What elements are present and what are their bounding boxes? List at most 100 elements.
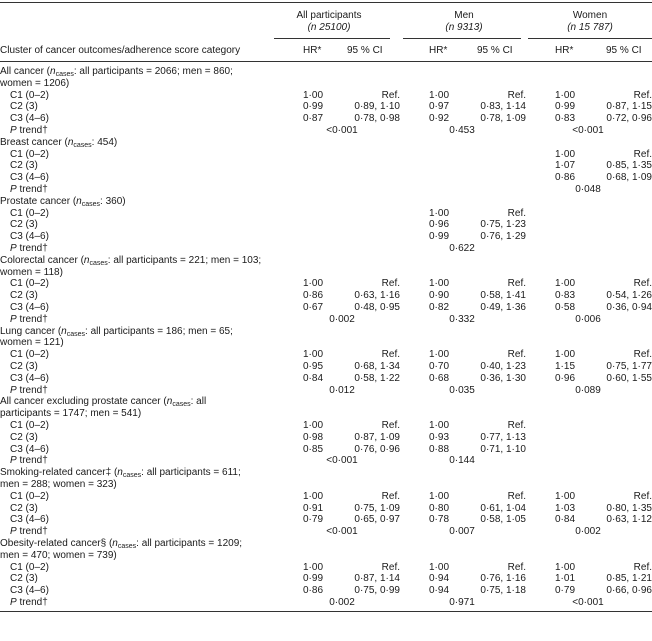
ci-value: 0·87, 1·15: [606, 101, 652, 113]
hr-value: 0·78: [429, 514, 450, 526]
section-title-line: Smoking-related cancer‡ (ncases: all par…: [0, 467, 241, 480]
ci-value: 0·75, 1·23: [480, 219, 526, 231]
ci-header-women: 95 % CI: [606, 45, 642, 56]
category-label: C2 (3): [10, 361, 38, 372]
ci-value: 0·36, 0·94: [606, 302, 652, 313]
ci-value: 0·63, 1·16: [354, 290, 400, 302]
hr-value: 0·91: [303, 502, 324, 514]
ptrend-value: 0·453: [449, 125, 475, 136]
hr-value: 0·99: [429, 231, 450, 243]
ci-value: 0·85, 1·35: [606, 160, 652, 172]
hr-header-women: HR*: [555, 45, 574, 56]
ci-value: 0·87, 1·09: [354, 431, 400, 443]
section-title-line: women = 121): [0, 337, 64, 349]
ci-value: Ref.: [507, 278, 526, 290]
ci-value: 0·63, 1·12: [606, 514, 652, 526]
ci-value: 0·71, 1·10: [480, 443, 526, 455]
ci-value: 0·77, 1·13: [480, 431, 526, 443]
hr-value: 0·99: [303, 573, 324, 585]
hr-value: 1·00: [429, 490, 450, 502]
ci-value: 0·60, 1·55: [606, 372, 652, 384]
ptrend-value: <0·001: [326, 125, 358, 136]
ci-value: Ref.: [633, 561, 652, 573]
ptrend-value: 0·089: [575, 384, 601, 396]
ci-value: Ref.: [507, 561, 526, 573]
ptrend-label: P trend†: [10, 125, 48, 136]
hr-value: 0·92: [429, 113, 450, 125]
ci-value: 0·65, 0·97: [354, 514, 400, 526]
hr-value: 1·00: [555, 561, 576, 573]
bottom-rule: [0, 610, 652, 612]
ptrend-value: 0·035: [449, 384, 475, 396]
category-label: C1 (0–2): [10, 278, 49, 290]
ptrend-label: P trend†: [10, 526, 48, 538]
hr-value: 0·86: [555, 172, 576, 184]
ptrend-value: <0·001: [326, 455, 358, 467]
hr-value: 0·79: [555, 585, 576, 597]
ptrend-value: <0·001: [326, 526, 358, 538]
hr-value: 0·94: [429, 585, 450, 597]
ci-value: Ref.: [381, 278, 400, 290]
ci-value: 0·75, 1·77: [606, 361, 652, 372]
group-men-n: (n 9313): [445, 22, 483, 33]
category-label: C3 (4–6): [10, 372, 49, 384]
ci-value: Ref.: [633, 148, 652, 160]
ci-value: 0·58, 1·41: [480, 290, 526, 302]
section-title-line: women = 118): [0, 266, 63, 278]
ci-header-all: 95 % CI: [347, 45, 383, 56]
hr-value: 1·00: [555, 490, 576, 502]
ci-value: 0·40, 1·23: [480, 361, 526, 372]
hr-value: 0·90: [429, 290, 450, 302]
ci-value: 0·48, 0·95: [354, 302, 400, 313]
ci-value: 0·75, 0·99: [354, 585, 400, 597]
hr-value: 0·87: [303, 113, 324, 125]
ptrend-value: 0·048: [575, 184, 601, 195]
ci-value: 0·49, 1·36: [480, 302, 526, 313]
ptrend-value: 0·002: [329, 313, 355, 325]
category-label: C2 (3): [10, 502, 38, 514]
group-all-n: (n 25100): [307, 22, 351, 33]
hr-value: 1·00: [555, 89, 576, 101]
section-title-line: participants = 1747; men = 541): [0, 408, 142, 420]
ci-value: 0·80, 1·35: [606, 502, 652, 514]
ptrend-value: 0·012: [329, 384, 355, 396]
hr-value: 0·98: [303, 431, 324, 443]
ptrend-label: P trend†: [10, 597, 48, 608]
ci-value: Ref.: [381, 420, 400, 431]
hr-value: 0·97: [429, 101, 450, 113]
hr-value: 1·00: [555, 148, 576, 160]
ci-value: 0·72, 0·96: [606, 113, 652, 125]
section-title-line: women = 1206): [0, 77, 70, 89]
ci-value: 0·61, 1·04: [480, 502, 526, 514]
ci-value: 0·89, 1·10: [354, 101, 400, 113]
group-rule-men: [403, 38, 521, 39]
category-label: C1 (0–2): [10, 420, 49, 431]
ptrend-value: 0·002: [575, 526, 601, 538]
hr-value: 0·85: [303, 443, 324, 455]
ci-value: 0·75, 1·09: [354, 502, 400, 514]
ci-value: 0·87, 1·14: [354, 573, 400, 585]
hr-value: 0·86: [303, 290, 324, 302]
hr-value: 1·15: [555, 361, 576, 372]
ci-value: Ref.: [507, 207, 526, 219]
section-title-line: Prostate cancer (ncases: 360): [0, 195, 126, 208]
category-label: C1 (0–2): [10, 89, 49, 101]
category-label: C3 (4–6): [10, 302, 49, 313]
hr-value: 1·00: [303, 89, 324, 101]
hr-value: 1·00: [429, 89, 450, 101]
hr-value: 0·79: [303, 514, 324, 526]
hr-value: 1·00: [429, 278, 450, 290]
ci-value: Ref.: [507, 420, 526, 431]
ci-value: Ref.: [507, 490, 526, 502]
hr-value: 1·03: [555, 502, 576, 514]
category-label: C2 (3): [10, 160, 38, 172]
ci-value: 0·76, 1·16: [480, 573, 526, 585]
ci-value: Ref.: [381, 561, 400, 573]
category-label: C3 (4–6): [10, 443, 49, 455]
hr-value: 0·84: [555, 514, 576, 526]
hr-value: 0·96: [429, 219, 450, 231]
hr-value: 1·00: [303, 278, 324, 290]
ptrend-value: 0·622: [449, 243, 475, 254]
hr-value: 1·00: [555, 349, 576, 361]
section-title-line: Obesity-related cancer§ (ncases: all par…: [0, 538, 243, 550]
